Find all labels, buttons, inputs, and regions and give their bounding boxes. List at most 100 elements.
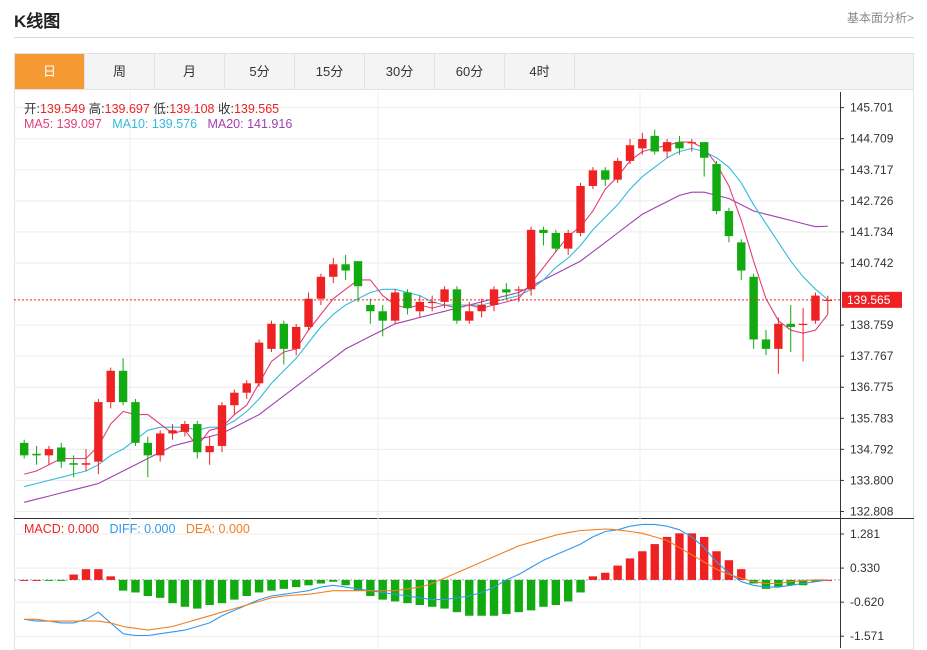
macd-bar xyxy=(576,579,585,593)
tab-5min[interactable]: 5分 xyxy=(225,54,295,89)
macd-bar xyxy=(329,579,338,582)
ma20-label: MA20: xyxy=(207,117,248,131)
high-value: 139.697 xyxy=(104,102,150,116)
candle-body xyxy=(32,453,41,456)
close-value: 139.565 xyxy=(233,102,280,116)
tab-week[interactable]: 周 xyxy=(85,54,155,89)
candle-body xyxy=(712,164,721,212)
dea-label: DEA: xyxy=(185,522,219,536)
macd-value: 0.000 xyxy=(67,522,100,536)
macd-bar xyxy=(230,579,239,600)
price-tick-label: 145.701 xyxy=(850,101,894,115)
candle-body xyxy=(155,433,165,456)
macd-bar xyxy=(502,579,511,614)
tab-month[interactable]: 月 xyxy=(155,54,225,89)
ma10-path xyxy=(24,147,829,488)
candle-body xyxy=(699,142,709,158)
macd-tick-label: -0.620 xyxy=(850,595,884,609)
macd-bar xyxy=(452,579,462,613)
macd-bar xyxy=(205,579,214,605)
candle-body xyxy=(44,449,54,456)
candle-body xyxy=(786,323,795,327)
candle-body xyxy=(563,232,573,249)
tab-30min[interactable]: 30分 xyxy=(365,54,435,89)
candle-body xyxy=(798,323,808,325)
tab-15min[interactable]: 15分 xyxy=(295,54,365,89)
fundamental-analysis-link[interactable]: 基本面分析> xyxy=(846,11,914,25)
candle-body xyxy=(81,463,91,465)
candle-body xyxy=(180,424,190,432)
macd-bar xyxy=(514,579,523,613)
candle-body xyxy=(106,370,115,403)
tab-60min[interactable]: 60分 xyxy=(435,54,505,89)
candle-body xyxy=(366,305,375,312)
candle-body xyxy=(539,229,548,233)
price-tick-label: 144.709 xyxy=(850,132,894,146)
candle-body xyxy=(638,138,647,149)
candle-body xyxy=(118,370,128,403)
macd-bar xyxy=(588,576,598,580)
candle-body xyxy=(601,170,610,180)
candle-body xyxy=(526,229,536,290)
ma5-path xyxy=(24,141,829,475)
candle-body xyxy=(465,311,474,321)
candle-body xyxy=(576,185,585,233)
candle-body xyxy=(131,402,140,443)
candle-body xyxy=(143,442,153,456)
macd-bar xyxy=(193,579,202,609)
candle-body xyxy=(650,135,659,152)
price-tick-label: 138.759 xyxy=(850,318,894,332)
candle-body xyxy=(279,323,289,349)
candle-body xyxy=(440,289,449,302)
candle-body xyxy=(316,276,326,299)
candle-body xyxy=(774,323,783,349)
ma10-line xyxy=(24,147,829,488)
candle-body xyxy=(329,264,338,277)
candle-body xyxy=(613,160,622,180)
candle-body xyxy=(761,339,771,349)
candle-body xyxy=(749,276,758,340)
candle-body xyxy=(267,323,276,349)
candle-body xyxy=(724,211,734,237)
macd-tick-label: 0.330 xyxy=(850,561,880,575)
candle-body xyxy=(19,442,29,456)
macd-bar xyxy=(724,560,734,580)
macd-bar xyxy=(19,579,29,581)
grid-lines xyxy=(14,92,914,648)
candle-body xyxy=(502,289,511,293)
candle-body xyxy=(168,430,177,434)
last-price-label: 139.565 xyxy=(847,293,891,307)
tab-day[interactable]: 日 xyxy=(15,54,85,89)
candle-body xyxy=(415,301,425,312)
macd-bar xyxy=(662,536,672,580)
candle-body xyxy=(452,289,462,321)
macd-bar xyxy=(440,579,449,609)
macd-bar xyxy=(155,579,165,598)
macd-bar xyxy=(217,579,227,604)
candle-body xyxy=(353,261,363,287)
price-tick-label: 133.800 xyxy=(850,473,894,487)
page-header: K线图 基本面分析> xyxy=(14,0,914,38)
diff-line xyxy=(24,523,828,637)
dea-value: 0.000 xyxy=(218,522,250,536)
macd-bar xyxy=(687,533,697,580)
macd-bar xyxy=(106,576,115,580)
candle-body xyxy=(57,447,66,462)
candle-body xyxy=(811,295,820,321)
tab-4hour[interactable]: 4时 xyxy=(505,54,575,89)
macd-bar xyxy=(267,579,276,591)
candle-body xyxy=(193,424,202,453)
candle-body xyxy=(205,445,214,453)
macd-bar xyxy=(180,579,190,607)
close-label: 收: xyxy=(217,102,234,116)
macd-bar xyxy=(650,544,659,580)
macd-bar xyxy=(94,569,103,580)
ma-info: MA5: 139.097 MA10: 139.576 MA20: 141.916 xyxy=(24,117,292,131)
macd-bar xyxy=(675,533,684,580)
macd-label: MACD: xyxy=(24,522,68,536)
open-label: 开: xyxy=(24,102,40,116)
candle-body xyxy=(378,311,387,321)
candle-body xyxy=(427,301,437,304)
macd-bar xyxy=(366,579,375,597)
